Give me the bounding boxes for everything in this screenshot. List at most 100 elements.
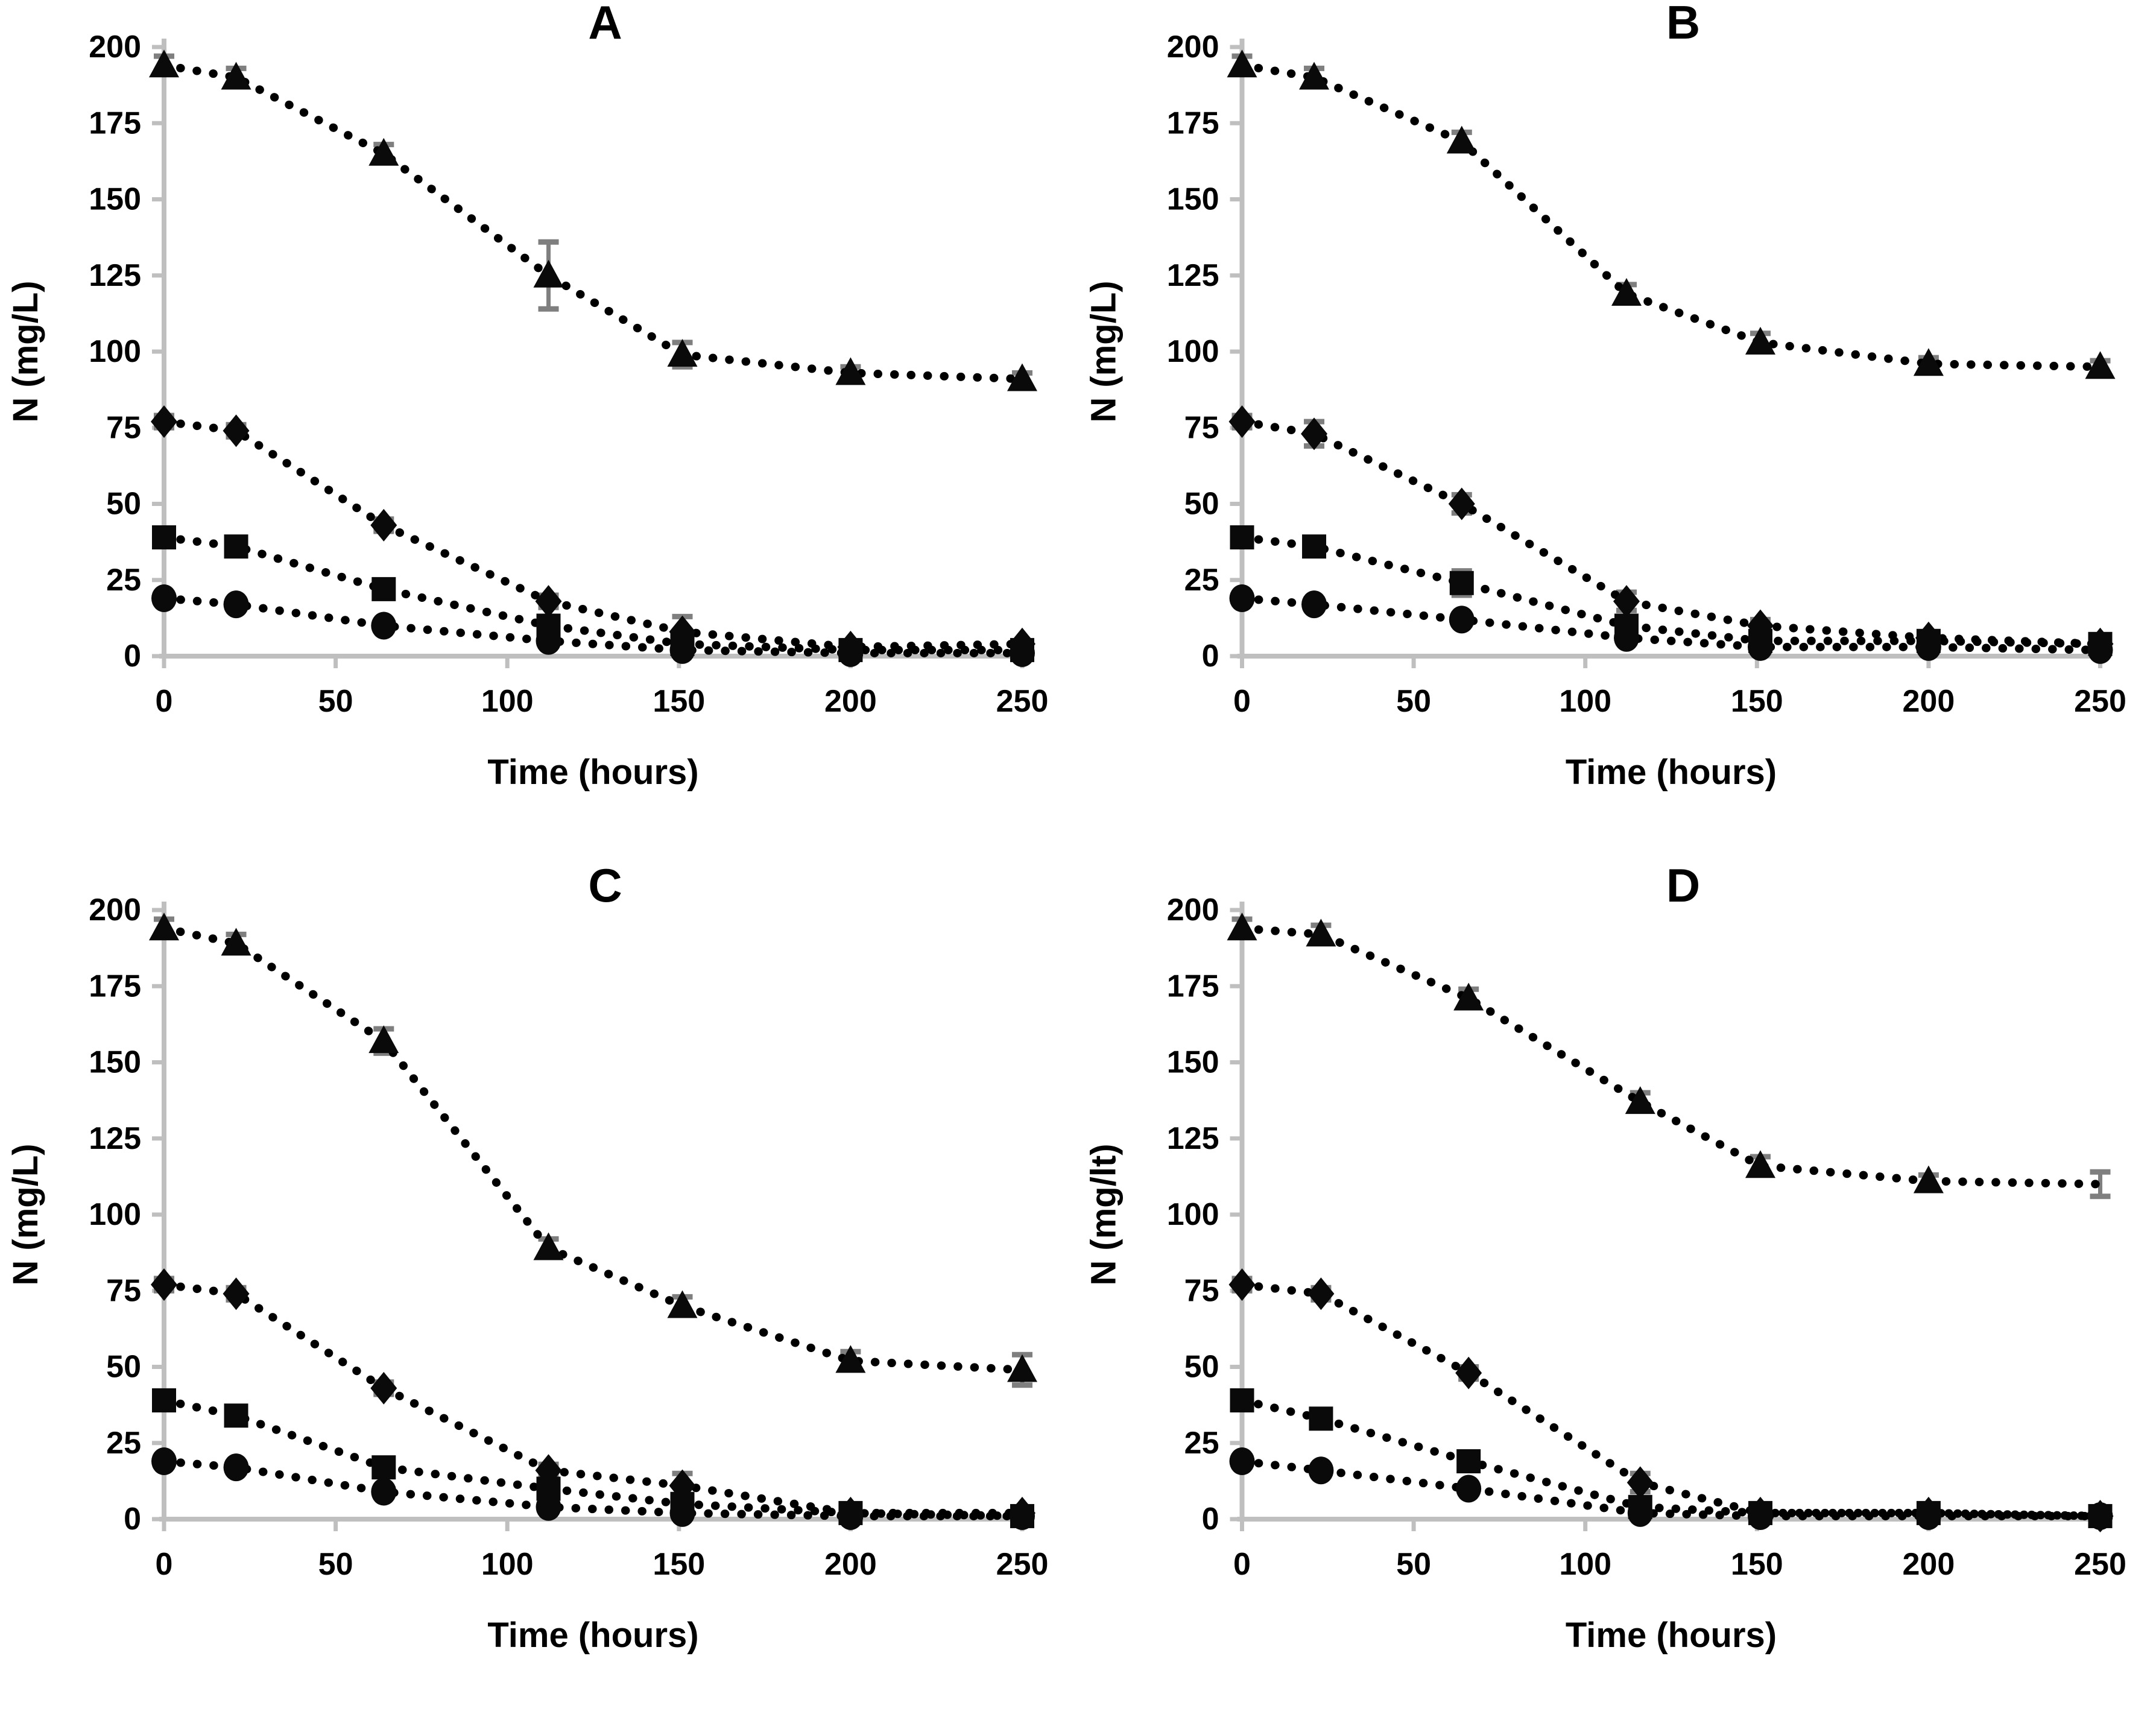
diamond-marker (223, 1277, 250, 1310)
series-diamond (1228, 1268, 2114, 1532)
y-tick-label: 175 (89, 969, 141, 1004)
triangle-marker (533, 1232, 564, 1260)
triangle-marker (2085, 351, 2116, 379)
y-tick-label: 50 (1184, 1350, 1219, 1385)
markers (1229, 584, 2113, 664)
triangle-marker (1007, 1354, 1037, 1382)
series-circle (151, 1447, 1035, 1530)
series-triangle (1227, 49, 2116, 379)
circle-marker (1449, 605, 1475, 634)
triangle-marker (667, 339, 698, 367)
square-marker (371, 577, 396, 601)
y-tick-label: 125 (89, 258, 141, 293)
y-tick-label: 125 (1167, 258, 1219, 293)
triangle-marker (1913, 1165, 1944, 1193)
y-tick-label: 25 (1184, 563, 1219, 598)
circle-marker (2087, 1502, 2113, 1530)
error-bars (154, 916, 1032, 1388)
circle-marker (223, 590, 249, 619)
y-tick-label: 100 (89, 1197, 141, 1232)
y-tick-label: 50 (106, 487, 141, 522)
error-bars (1231, 916, 2111, 1200)
x-tick-label: 100 (481, 684, 534, 719)
x-tick-label: 150 (1731, 1547, 1783, 1582)
y-tick-label: 150 (1167, 182, 1219, 217)
dotted-line (1238, 1396, 2105, 1520)
triangle-marker (533, 259, 564, 288)
panel-B: 0 25 50 75 100 125 150 175 200 0 50 100 150 200 250 B N … (1078, 0, 2156, 863)
y-tick-label: 150 (89, 1045, 141, 1080)
y-tick-label: 75 (106, 410, 141, 445)
y-tick-label: 0 (1202, 639, 1219, 674)
x-tick-label: 0 (1233, 1547, 1251, 1582)
y-tick-label: 0 (124, 1502, 141, 1537)
y-tick-label: 50 (1184, 487, 1219, 522)
series-triangle (149, 912, 1037, 1388)
circle-marker (1614, 624, 1640, 652)
x-axis-title: Time (hours) (1566, 1616, 1777, 1655)
x-tick-label: 50 (1396, 684, 1431, 719)
y-axis-title: N (mg/L) (1084, 280, 1124, 422)
panel-C: 0 25 50 75 100 125 150 175 200 0 50 100 150 200 250 C N … (0, 863, 1078, 1726)
circle-marker (838, 1502, 864, 1530)
y-axis-title: N (mg/lt) (1084, 1143, 1124, 1285)
series-diamond (151, 405, 1035, 663)
series-square (1230, 1388, 2113, 1528)
square-marker (1230, 525, 1254, 550)
triangle-marker (368, 138, 399, 166)
y-tick-label: 175 (89, 106, 141, 141)
y-tick-label: 25 (1184, 1426, 1219, 1461)
circle-marker (1229, 1447, 1255, 1476)
square-marker (1456, 1449, 1481, 1474)
y-tick-label: 50 (106, 1350, 141, 1385)
circle-marker (1308, 1456, 1334, 1485)
triangle-marker (221, 928, 251, 956)
y-tick-label: 0 (124, 639, 141, 674)
triangle-marker (149, 49, 179, 78)
dotted-line (160, 924, 1026, 1374)
x-tick-label: 50 (318, 1547, 353, 1582)
x-tick-label: 200 (824, 684, 877, 719)
x-tick-label: 100 (1559, 1547, 1611, 1582)
circle-marker (371, 1478, 397, 1506)
error-bars (1231, 528, 2111, 650)
error-bars (1231, 413, 2111, 650)
y-tick-label: 100 (1167, 1197, 1219, 1232)
circle-marker (1229, 584, 1255, 613)
x-tick-label: 100 (1559, 684, 1611, 719)
y-tick-label: 125 (1167, 1121, 1219, 1156)
diamond-marker (535, 585, 562, 618)
circle-marker (536, 1493, 561, 1521)
diamond-marker (1228, 1268, 1256, 1301)
y-axis-ticks: 0 25 50 75 100 125 150 175 200 (1167, 893, 1242, 1537)
dotted-line (1238, 61, 2105, 371)
markers (151, 1268, 1035, 1529)
circle-marker (669, 636, 695, 664)
dotted-line (160, 1457, 1026, 1520)
x-tick-label: 200 (1903, 684, 1955, 719)
circle-marker (669, 1499, 695, 1527)
triangle-marker (1913, 348, 1944, 376)
diamond-marker (370, 508, 397, 542)
y-tick-label: 150 (1167, 1045, 1219, 1080)
triangle-marker (368, 1025, 399, 1054)
y-axis-ticks: 0 25 50 75 100 125 150 175 200 (89, 893, 164, 1537)
y-tick-label: 75 (106, 1273, 141, 1308)
y-tick-label: 100 (1167, 334, 1219, 369)
y-tick-label: 100 (89, 334, 141, 369)
error-bars (154, 413, 1032, 653)
x-tick-label: 200 (1903, 1547, 1955, 1582)
x-tick-label: 0 (156, 1547, 173, 1582)
x-tick-label: 250 (996, 1547, 1049, 1582)
markers (149, 912, 1037, 1382)
triangle-marker (835, 1345, 866, 1373)
dotted-line (1238, 594, 2105, 654)
axes (1237, 902, 2109, 1522)
axes (1237, 39, 2109, 659)
circle-marker (1627, 1499, 1653, 1527)
x-axis-ticks: 0 50 100 150 200 250 (1233, 656, 2126, 719)
circle-marker (1301, 590, 1327, 619)
dotted-line (1238, 1280, 2105, 1520)
x-tick-label: 150 (653, 1547, 705, 1582)
